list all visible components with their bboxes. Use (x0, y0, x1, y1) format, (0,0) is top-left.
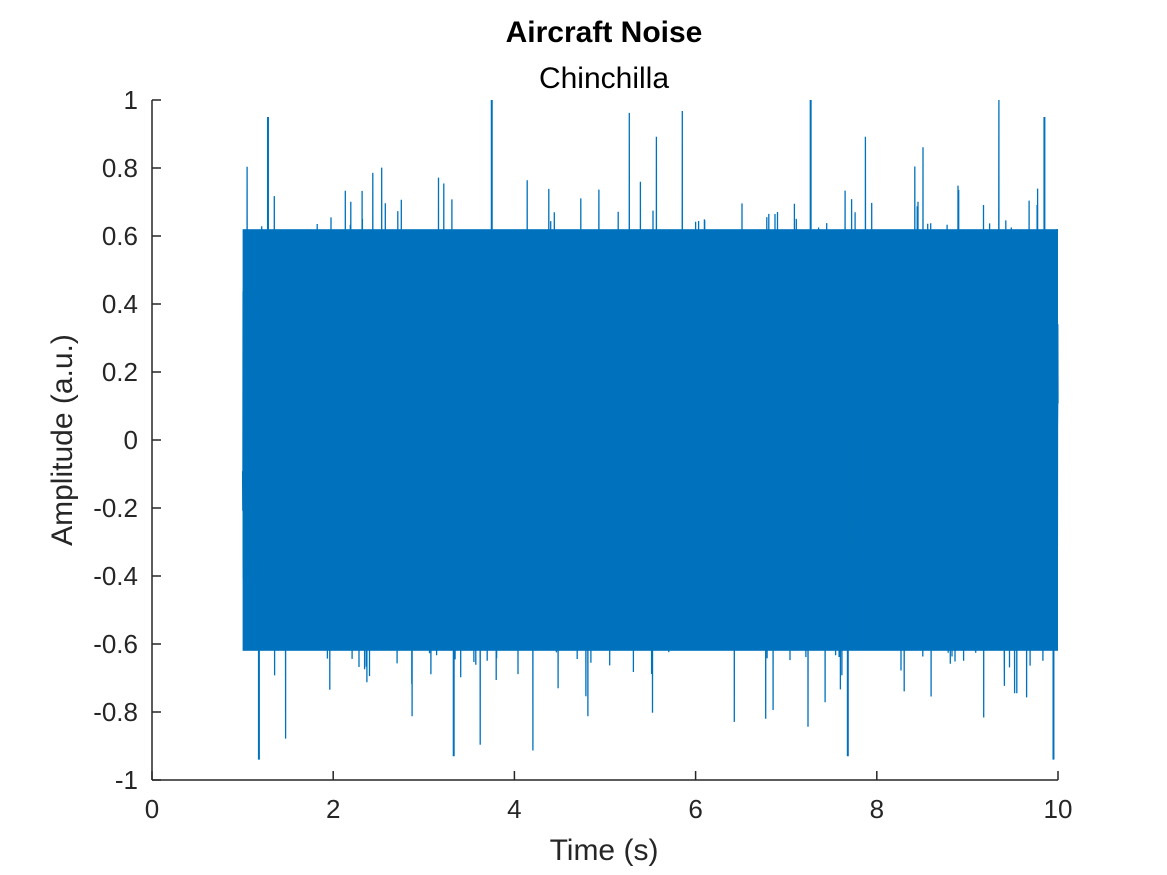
signal-line (241, 99, 1059, 751)
axes: 0 2 4 6 8 10 -1 -0.8 -0.6 -0.4 -0.2 0 0.2 0.4 0.6 0.8 1 (93, 85, 1072, 824)
x-tick-label: 4 (507, 794, 521, 824)
x-tick-label: 2 (326, 794, 340, 824)
x-ticks: 0 2 4 6 8 10 (145, 771, 1073, 824)
plot-area (241, 99, 1059, 760)
y-tick-label: -0.4 (93, 561, 138, 591)
y-tick-label: -0.8 (93, 697, 138, 727)
y-tick-label: -0.2 (93, 493, 138, 523)
y-tick-label: 0.2 (102, 357, 138, 387)
chart-title: Aircraft Noise (506, 16, 703, 49)
x-tick-label: 6 (688, 794, 702, 824)
y-axis-label: Amplitude (a.u.) (46, 334, 79, 546)
y-tick-label: -0.6 (93, 629, 138, 659)
y-tick-label: 1 (124, 85, 138, 115)
signal-trace (241, 99, 1059, 760)
x-tick-label: 0 (145, 794, 159, 824)
y-tick-label: 0 (124, 425, 138, 455)
y-tick-label: -1 (115, 765, 138, 795)
x-tick-label: 8 (870, 794, 884, 824)
x-axis-label: Time (s) (550, 834, 659, 867)
x-tick-label: 10 (1044, 794, 1073, 824)
y-tick-label: 0.4 (102, 289, 138, 319)
y-ticks: -1 -0.8 -0.6 -0.4 -0.2 0 0.2 0.4 0.6 0.8 1 (93, 85, 161, 795)
chart-subtitle: Chinchilla (539, 62, 669, 95)
y-tick-label: 0.6 (102, 221, 138, 251)
y-tick-label: 0.8 (102, 153, 138, 183)
